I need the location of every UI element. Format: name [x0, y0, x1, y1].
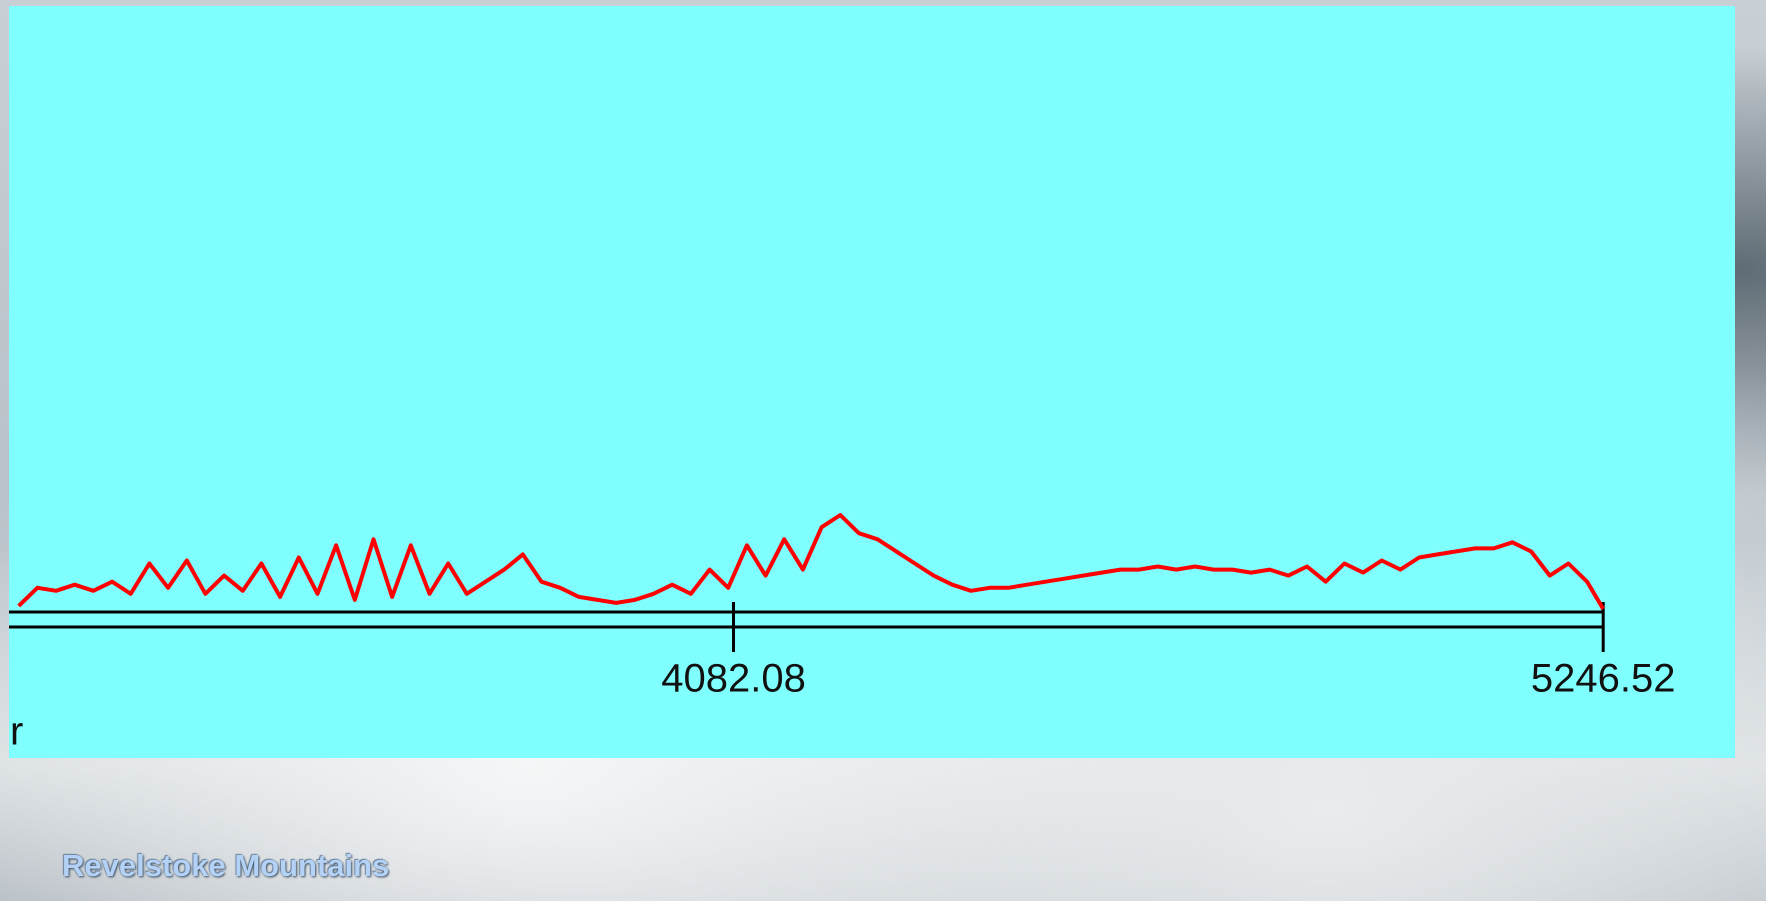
caption: Revelstoke Mountains — [62, 848, 390, 883]
x-tick-label: 4082.08 — [661, 657, 806, 701]
x-axis-label: r — [10, 710, 23, 754]
spectrum-line — [17, 513, 1605, 611]
x-tick-label: 5246.52 — [1531, 657, 1676, 701]
plot-panel — [9, 6, 1735, 758]
